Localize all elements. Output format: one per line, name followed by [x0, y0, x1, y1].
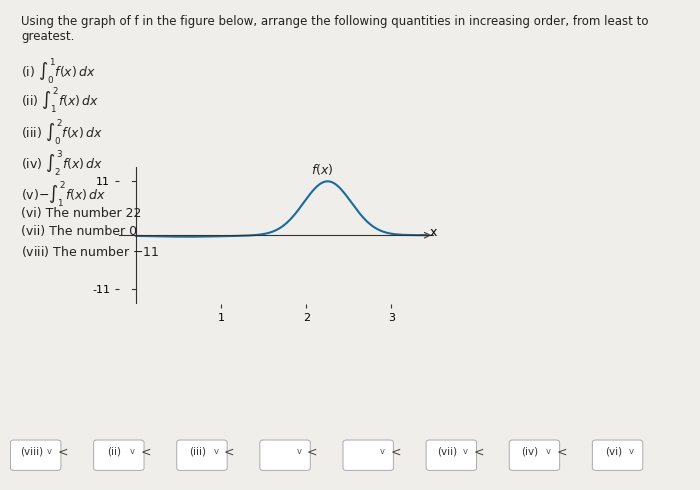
Text: v: v	[297, 447, 302, 456]
Text: v: v	[214, 447, 218, 456]
Text: <: <	[224, 445, 234, 458]
Text: v: v	[463, 447, 468, 456]
Text: <: <	[141, 445, 151, 458]
Text: (viii) The number $-11$: (viii) The number $-11$	[21, 244, 160, 259]
Text: <: <	[556, 445, 567, 458]
Text: (iii): (iii)	[189, 446, 206, 457]
Text: (i) $\int_0^1 f(x)\,dx$: (i) $\int_0^1 f(x)\,dx$	[21, 56, 96, 86]
Text: v: v	[629, 447, 634, 456]
Text: v: v	[379, 447, 384, 456]
Text: $f(x)$: $f(x)$	[311, 162, 333, 177]
Text: (vi) The number 22: (vi) The number 22	[21, 207, 141, 220]
Text: (viii): (viii)	[20, 446, 43, 457]
Text: v: v	[546, 447, 551, 456]
Text: <: <	[307, 445, 318, 458]
Text: Using the graph of f in the figure below, arrange the following quantities in in: Using the graph of f in the figure below…	[21, 15, 648, 43]
Text: <: <	[390, 445, 400, 458]
Text: <: <	[57, 445, 69, 458]
Text: (ii) $\int_1^2 f(x)\,dx$: (ii) $\int_1^2 f(x)\,dx$	[21, 86, 99, 116]
Text: (v)$-\int_1^2 f(x)\,dx$: (v)$-\int_1^2 f(x)\,dx$	[21, 179, 106, 209]
Text: (vii) The number 0: (vii) The number 0	[21, 225, 137, 239]
Text: x: x	[430, 226, 437, 239]
Text: v: v	[130, 447, 135, 456]
Text: v: v	[47, 447, 52, 456]
Text: (iv): (iv)	[522, 446, 539, 457]
Text: (vii): (vii)	[437, 446, 457, 457]
Text: (iii) $\int_0^2 f(x)\,dx$: (iii) $\int_0^2 f(x)\,dx$	[21, 118, 103, 147]
Text: (vi): (vi)	[605, 446, 622, 457]
Text: (ii): (ii)	[108, 446, 122, 457]
Text: <: <	[473, 445, 484, 458]
Text: (iv) $\int_2^3 f(x)\,dx$: (iv) $\int_2^3 f(x)\,dx$	[21, 148, 103, 178]
